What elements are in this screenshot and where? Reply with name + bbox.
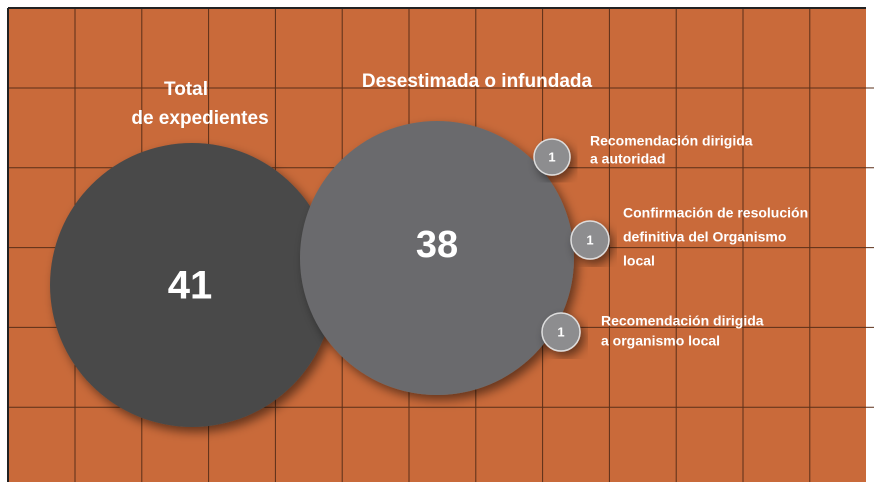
label: de expedientes — [131, 108, 268, 129]
label: a organismo local — [601, 333, 720, 349]
sub-value: 38 — [416, 224, 458, 266]
label: Total — [164, 79, 208, 100]
item-value: 1 — [548, 149, 555, 164]
item-value: 1 — [557, 324, 564, 339]
item-bubble — [570, 220, 610, 260]
main-value: 41 — [168, 264, 213, 308]
labels: Total de expedientes Desestimada o infunda… — [131, 71, 808, 349]
label: Recomendación dirigida — [601, 313, 764, 329]
label: Desestimada o infundada — [362, 71, 593, 92]
label: definitiva del Organismo — [623, 229, 786, 245]
label: local — [623, 253, 655, 269]
label: a autoridad — [590, 151, 665, 167]
main-bubble — [50, 143, 334, 427]
label: Recomendación dirigida — [590, 133, 753, 149]
item-value: 1 — [586, 232, 593, 247]
item-bubble — [541, 312, 581, 352]
sub-bubble — [300, 121, 574, 395]
item-bubble — [533, 138, 571, 176]
label: Confirmación de resolución — [623, 205, 808, 221]
